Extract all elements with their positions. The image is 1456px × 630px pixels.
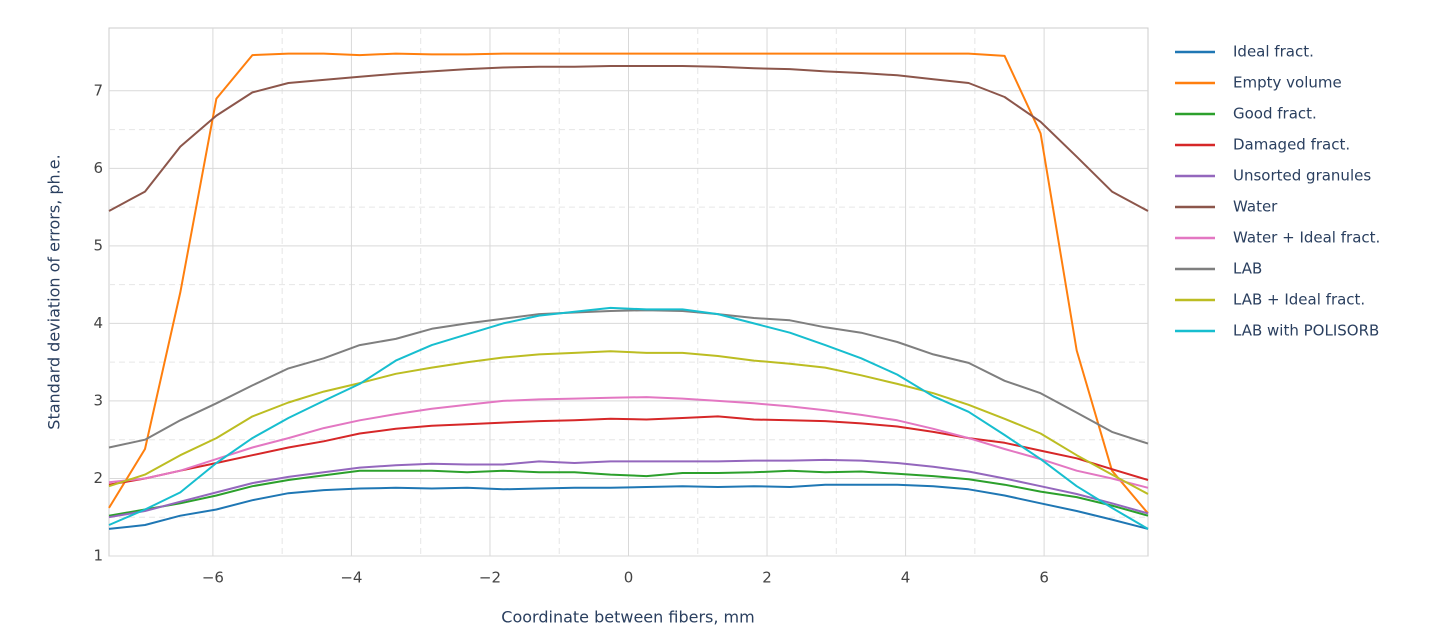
legend-label: Good fract. [1233, 105, 1317, 123]
legend-label: LAB [1233, 260, 1262, 278]
legend-label: Water [1233, 198, 1278, 216]
legend-label: Damaged fract. [1233, 136, 1350, 154]
x-tick-label: −2 [479, 569, 501, 587]
x-axis-label: Coordinate between fibers, mm [501, 608, 754, 627]
x-tick-label: −6 [202, 569, 224, 587]
y-axis-label: Standard deviation of errors, ph.e. [45, 154, 64, 429]
x-tick-label: −4 [340, 569, 362, 587]
y-tick-label: 2 [93, 469, 103, 487]
series-line [108, 350, 1149, 495]
legend-label: LAB with POLISORB [1233, 322, 1379, 340]
y-tick-label: 7 [93, 81, 103, 99]
series-line [108, 458, 1149, 519]
x-tick-label: 4 [901, 569, 911, 587]
series-line [108, 469, 1149, 517]
legend-label: Ideal fract. [1233, 43, 1314, 61]
y-tick-label: 1 [93, 547, 103, 565]
series-line [108, 396, 1149, 489]
y-tick-label: 5 [93, 236, 103, 254]
y-tick-label: 4 [93, 314, 103, 332]
x-tick-label: 2 [762, 569, 772, 587]
series-line [108, 309, 1149, 449]
x-tick-label: 6 [1039, 569, 1049, 587]
x-tick-label: 0 [624, 569, 634, 587]
legend-label: Unsorted granules [1233, 167, 1371, 185]
legend-label: LAB + Ideal fract. [1233, 291, 1365, 309]
y-tick-label: 6 [93, 159, 103, 177]
y-tick-label: 3 [93, 391, 103, 409]
series-line [108, 306, 1149, 530]
series-line [108, 483, 1149, 530]
legend-label: Water + Ideal fract. [1233, 229, 1380, 247]
series-line [108, 52, 1149, 515]
legend-label: Empty volume [1233, 74, 1342, 92]
series-line [108, 65, 1149, 212]
